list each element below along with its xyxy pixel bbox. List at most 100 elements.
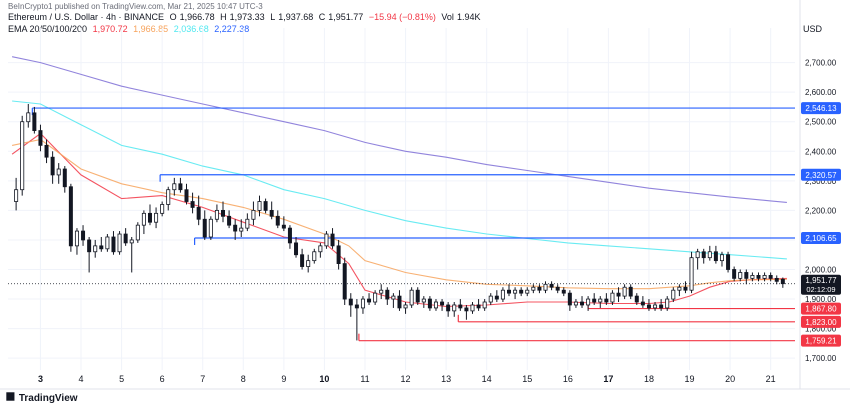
candle-body [68,186,73,247]
grid-lines [8,28,795,370]
candle-body [227,215,232,226]
candle-body [330,233,335,247]
x-tick-label: 20 [725,374,735,384]
y-tick-label: 1,700.00 [805,354,837,363]
y-tick-label: 2,600.00 [805,88,837,97]
x-tick-label: 7 [200,374,205,384]
x-tick-label: 6 [160,374,165,384]
candle-body [367,298,372,303]
candle-body [567,292,572,306]
candle-body [458,304,463,309]
candle-body [640,301,645,306]
volume-label: Vol [441,12,454,22]
candle-body [756,275,761,279]
candle-body [543,283,548,291]
ema-line-ema100 [12,100,787,260]
candle-body [81,230,86,241]
candle-body [464,307,469,312]
high-label: H [220,12,227,22]
x-tick-label: 14 [482,374,492,384]
candle-body [160,204,165,214]
candle-body [318,245,323,253]
candle-body [598,298,603,303]
brand-name: TradingView [18,393,78,404]
candle-body [604,298,609,303]
candle-body [99,245,104,250]
candle-body [531,286,536,291]
candle-body [74,230,79,247]
y-tick-label: 2,700.00 [805,59,837,68]
candle-body [573,301,578,306]
x-tick-label: 15 [522,374,532,384]
currency-label[interactable]: USD [802,24,822,34]
y-tick-label: 2,200.00 [805,206,837,215]
publisher-credit: BeInCrypto1 published on TradingView.com… [8,2,263,11]
candle-body [774,277,779,282]
x-tick-label: 9 [281,374,286,384]
high-value: 1,973.33 [229,12,265,22]
support-tag-bg [801,302,841,315]
candle-body [214,209,219,220]
candle-body [713,251,718,262]
candle-body [233,224,238,232]
candle-body [312,251,317,262]
low-label: L [270,12,276,22]
candle-body [476,304,481,309]
candle-body [421,298,426,303]
candle-body [659,304,664,309]
support-tag-bg [801,334,841,347]
candle-body [294,242,299,256]
y-tick-label: 2,000.00 [805,266,837,275]
candle-body [488,295,493,303]
candle-body [56,168,61,176]
candle-body [732,269,737,279]
candle-body [172,183,177,191]
candle-body [744,272,749,279]
candle-body [269,209,274,217]
support-tag: 1,867.80 [805,305,837,314]
current-price-tag-bg [801,274,841,295]
symbol-title[interactable]: Ethereum / U.S. Dollar · 4h · BINANCE [8,12,165,22]
candle-body [379,289,384,294]
candle-body [780,278,785,285]
tradingview-logo[interactable]: ⯀ TradingView [6,392,78,405]
candle-body [616,292,621,297]
candle-body [500,289,505,300]
x-tick-label: 8 [241,374,246,384]
candle-body [26,112,31,123]
candle-body [726,254,731,270]
y-tick-label: 1,900.00 [805,295,837,304]
candle-body [239,227,244,232]
ema-legend: EMA 20/50/100/200 1,970.72 1,966.85 2,03… [8,24,252,34]
candle-body [275,215,280,226]
resistance-tag: 2,546.13 [805,104,837,113]
candle-body [622,286,627,297]
candle-body [14,189,19,202]
candle-body [695,251,700,259]
candle-body [129,239,134,244]
volume-value: 1.94K [456,12,481,22]
candle-body [397,295,402,309]
candle-body [105,236,110,250]
x-tick-label: 21 [766,374,776,384]
candle-body [32,112,37,131]
ema-label[interactable]: EMA 20/50/100/200 [8,24,88,34]
candle-body [482,301,487,309]
support-tag: 1,823.00 [805,318,837,327]
candle-body [208,218,213,238]
candle-body [671,289,676,300]
candle-body [38,130,43,146]
candle-body [300,254,305,267]
resistance-tag: 2,106.65 [805,234,837,243]
candle-body [123,233,128,244]
support-tag-bg [801,315,841,328]
open-value: 1,966.78 [179,12,215,22]
candle-body [446,304,451,312]
candle-body [452,304,457,312]
candle-body [646,304,651,309]
candle-body [549,283,554,288]
candle-body [287,227,292,244]
candle-body [586,298,591,306]
x-tick-label: 18 [644,374,654,384]
